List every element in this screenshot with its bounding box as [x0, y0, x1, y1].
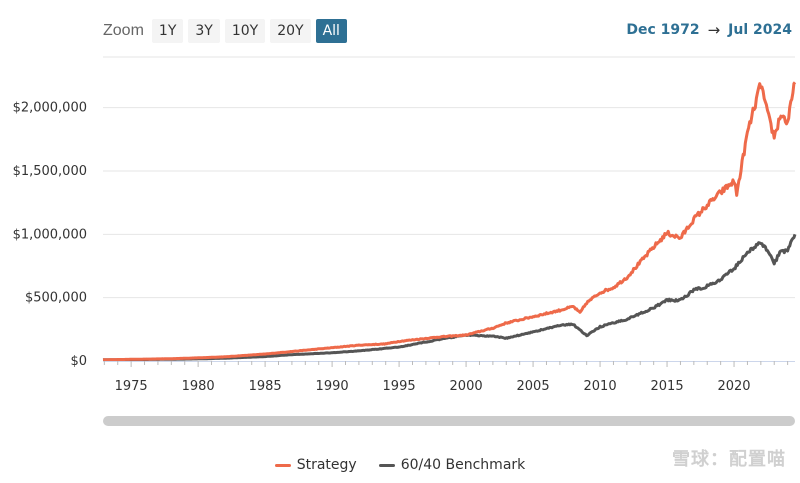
series-line-benchmark[interactable]	[102, 233, 797, 362]
legend: Strategy 60/40 Benchmark	[0, 457, 800, 473]
x-tick-label: 2005	[517, 379, 550, 394]
range-start-date[interactable]: Dec 1972	[626, 22, 700, 38]
legend-label-strategy: Strategy	[296, 457, 357, 473]
x-tick-label: 1975	[115, 379, 148, 394]
zoom-button-3y[interactable]: 3Y	[188, 19, 220, 43]
legend-swatch-strategy	[274, 463, 291, 467]
y-tick-label: $1,000,000	[13, 227, 87, 242]
x-tick-label: 2010	[584, 379, 617, 394]
x-tick-label: 1980	[182, 379, 215, 394]
zoom-label: Zoom	[103, 22, 144, 39]
x-tick-label: 1990	[316, 379, 349, 394]
y-tick-label: $2,000,000	[13, 101, 87, 116]
date-range-display: Dec 1972 → Jul 2024	[626, 21, 792, 39]
zoom-button-all[interactable]: All	[315, 19, 347, 43]
legend-label-benchmark: 60/40 Benchmark	[400, 457, 526, 473]
y-axis-labels: $0 $500,000 $1,000,000 $1,500,000 $2,000,000	[13, 101, 87, 369]
x-tick-label: 1995	[383, 379, 416, 394]
series-line-strategy[interactable]	[102, 81, 797, 362]
y-tick-label: $500,000	[25, 291, 87, 306]
x-tick-label: 2015	[651, 379, 684, 394]
zoom-button-1y[interactable]: 1Y	[151, 19, 184, 43]
zoom-bar: Zoom 1Y 3Y 10Y 20Y All	[103, 19, 352, 43]
x-axis: 1975 1980 1985 1990 1995 2000 2005 2010 2015 2020	[103, 361, 795, 394]
x-tick-label: 2020	[717, 379, 750, 394]
range-end-date[interactable]: Jul 2024	[728, 22, 792, 38]
legend-item-benchmark[interactable]: 60/40 Benchmark	[378, 457, 526, 473]
legend-item-strategy[interactable]: Strategy	[274, 457, 357, 473]
range-arrow-icon: →	[707, 21, 721, 39]
range-scrollbar[interactable]	[103, 416, 795, 426]
series-lines	[102, 81, 797, 362]
x-tick-label: 1985	[249, 379, 282, 394]
x-tick-label: 2000	[450, 379, 483, 394]
y-tick-label: $0	[70, 354, 87, 369]
legend-swatch-benchmark	[378, 463, 395, 467]
zoom-button-20y[interactable]: 20Y	[270, 19, 311, 43]
zoom-button-10y[interactable]: 10Y	[224, 19, 266, 43]
watermark-logo: 雪球：配置喵	[672, 449, 786, 470]
y-tick-label: $1,500,000	[13, 164, 87, 179]
grid-lines	[103, 56, 795, 299]
